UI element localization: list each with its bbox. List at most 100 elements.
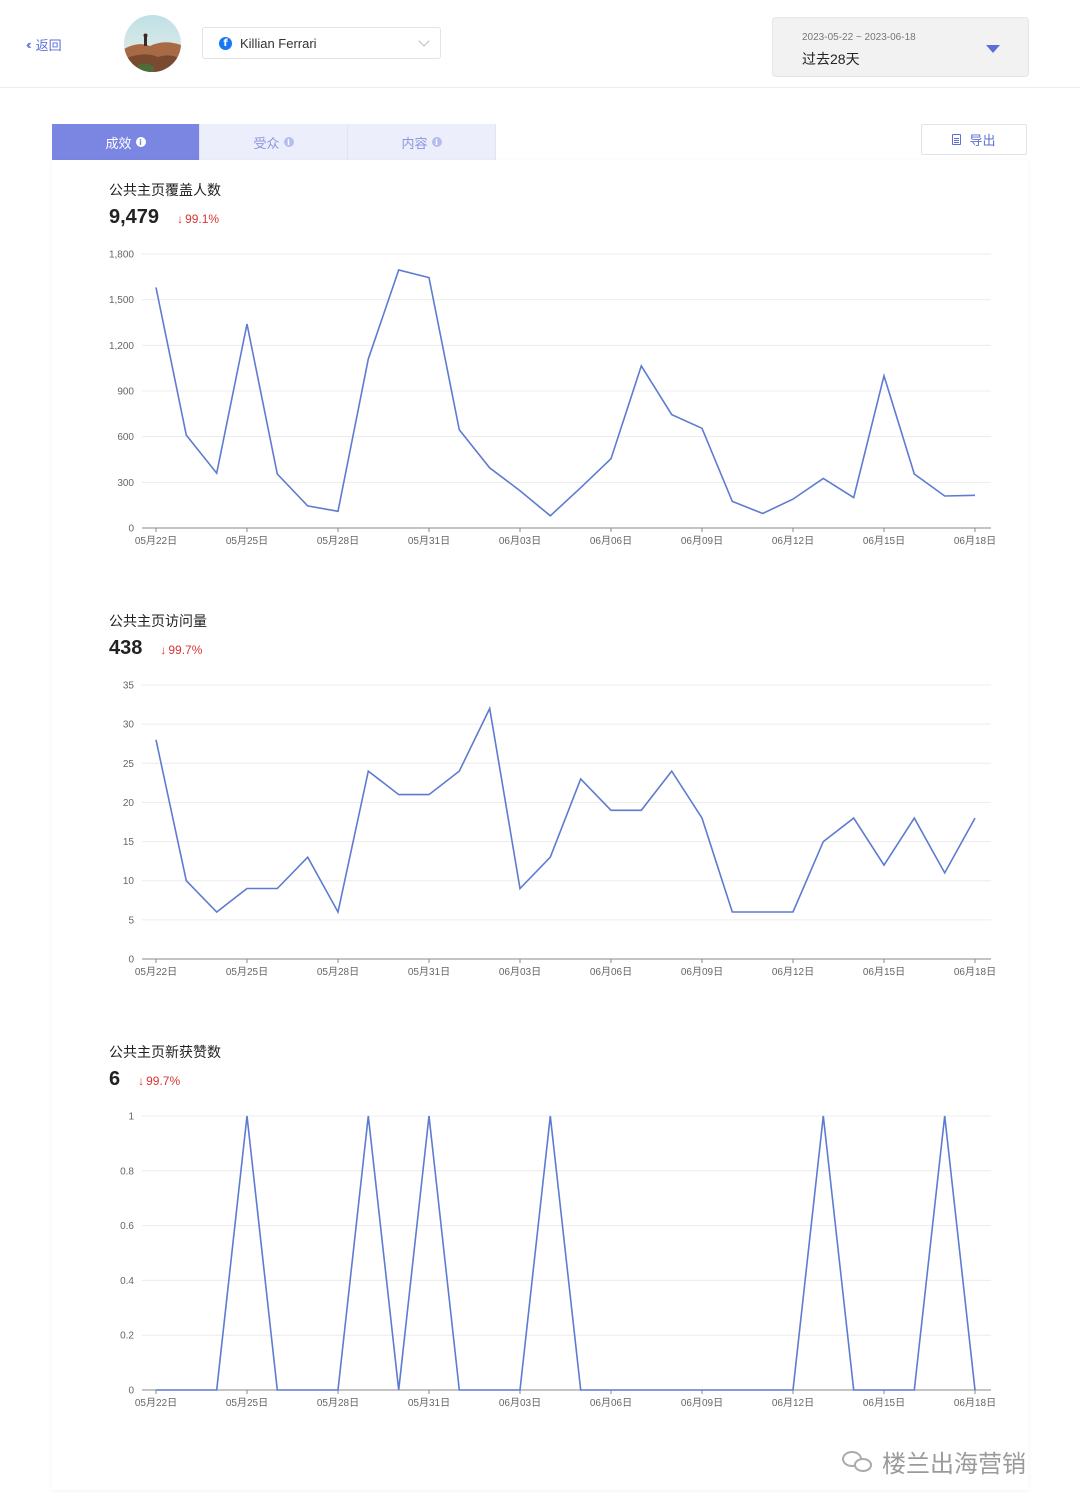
data-point[interactable]: [274, 886, 280, 892]
data-point[interactable]: [517, 488, 523, 494]
data-point[interactable]: [183, 432, 189, 438]
data-point[interactable]: [517, 886, 523, 892]
data-point[interactable]: [972, 1387, 978, 1393]
back-link[interactable]: ‹‹ 返回: [26, 35, 62, 54]
y-tick-label: 1: [128, 1112, 134, 1123]
data-point[interactable]: [972, 815, 978, 821]
data-point[interactable]: [365, 356, 371, 362]
top-bar: ‹‹ 返回 f Killian Ferrari 2023-05-22 ~ 202…: [0, 0, 1080, 88]
account-selector[interactable]: f Killian Ferrari: [202, 27, 441, 59]
data-point[interactable]: [669, 768, 675, 774]
data-point[interactable]: [214, 1387, 220, 1393]
data-point[interactable]: [608, 456, 614, 462]
metric-title: 公共主页新获赞数: [109, 1044, 221, 1060]
data-point[interactable]: [729, 498, 735, 504]
data-point[interactable]: [578, 485, 584, 491]
data-point[interactable]: [305, 854, 311, 860]
data-point[interactable]: [487, 465, 493, 471]
data-point[interactable]: [820, 1113, 826, 1119]
data-point[interactable]: [153, 737, 159, 743]
data-point[interactable]: [456, 768, 462, 774]
data-point[interactable]: [881, 862, 887, 868]
x-tick-label: 05月22日: [135, 1397, 177, 1409]
data-point[interactable]: [699, 815, 705, 821]
data-point[interactable]: [214, 909, 220, 915]
data-point[interactable]: [426, 275, 432, 281]
data-point[interactable]: [456, 427, 462, 433]
data-point[interactable]: [426, 792, 432, 798]
data-point[interactable]: [305, 1387, 311, 1393]
data-point[interactable]: [487, 705, 493, 711]
tab-performance[interactable]: 成效 i: [52, 124, 200, 160]
data-point[interactable]: [669, 1387, 675, 1393]
data-point[interactable]: [335, 508, 341, 514]
data-point[interactable]: [335, 909, 341, 915]
data-point[interactable]: [396, 267, 402, 273]
avatar[interactable]: [124, 15, 181, 72]
data-point[interactable]: [547, 1113, 553, 1119]
data-point[interactable]: [638, 1387, 644, 1393]
data-point[interactable]: [699, 425, 705, 431]
data-point[interactable]: [183, 1387, 189, 1393]
data-point[interactable]: [820, 476, 826, 482]
avatar-image: [124, 15, 181, 72]
data-point[interactable]: [608, 1387, 614, 1393]
data-point[interactable]: [426, 1113, 432, 1119]
data-point[interactable]: [942, 493, 948, 499]
chevron-down-icon: [418, 35, 430, 47]
data-point[interactable]: [851, 815, 857, 821]
data-point[interactable]: [274, 1387, 280, 1393]
data-point[interactable]: [638, 807, 644, 813]
data-point[interactable]: [153, 284, 159, 290]
y-tick-label: 0.2: [120, 1331, 134, 1342]
data-point[interactable]: [183, 878, 189, 884]
data-point[interactable]: [881, 1387, 887, 1393]
data-point[interactable]: [851, 495, 857, 501]
data-point[interactable]: [578, 776, 584, 782]
data-point[interactable]: [790, 496, 796, 502]
data-point[interactable]: [456, 1387, 462, 1393]
data-point[interactable]: [153, 1387, 159, 1393]
data-point[interactable]: [942, 870, 948, 876]
data-point[interactable]: [790, 909, 796, 915]
data-point[interactable]: [760, 1387, 766, 1393]
data-point[interactable]: [760, 511, 766, 517]
export-button[interactable]: 导出: [921, 124, 1027, 155]
data-point[interactable]: [214, 470, 220, 476]
data-point[interactable]: [547, 513, 553, 519]
data-point[interactable]: [790, 1387, 796, 1393]
data-point[interactable]: [820, 839, 826, 845]
data-point[interactable]: [851, 1387, 857, 1393]
data-point[interactable]: [244, 886, 250, 892]
data-point[interactable]: [911, 815, 917, 821]
data-point[interactable]: [517, 1387, 523, 1393]
data-point[interactable]: [881, 373, 887, 379]
data-point[interactable]: [699, 1387, 705, 1393]
data-point[interactable]: [396, 792, 402, 798]
data-point[interactable]: [972, 492, 978, 498]
metric-change-value: 99.7%: [168, 643, 203, 657]
data-point[interactable]: [305, 503, 311, 509]
data-point[interactable]: [942, 1113, 948, 1119]
data-point[interactable]: [729, 909, 735, 915]
data-point[interactable]: [244, 321, 250, 327]
data-point[interactable]: [760, 909, 766, 915]
data-point[interactable]: [244, 1113, 250, 1119]
data-point[interactable]: [365, 1113, 371, 1119]
data-point[interactable]: [669, 412, 675, 418]
data-point[interactable]: [608, 807, 614, 813]
data-point[interactable]: [335, 1387, 341, 1393]
tab-content[interactable]: 内容 i: [348, 124, 496, 160]
data-point[interactable]: [729, 1387, 735, 1393]
data-point[interactable]: [578, 1387, 584, 1393]
data-point[interactable]: [638, 363, 644, 369]
data-point[interactable]: [396, 1387, 402, 1393]
date-range-picker[interactable]: 2023-05-22 ~ 2023-06-18 过去28天: [772, 17, 1029, 77]
tab-audience[interactable]: 受众 i: [200, 124, 348, 160]
data-point[interactable]: [487, 1387, 493, 1393]
data-point[interactable]: [547, 854, 553, 860]
data-point[interactable]: [365, 768, 371, 774]
data-point[interactable]: [911, 471, 917, 477]
data-point[interactable]: [911, 1387, 917, 1393]
data-point[interactable]: [274, 471, 280, 477]
